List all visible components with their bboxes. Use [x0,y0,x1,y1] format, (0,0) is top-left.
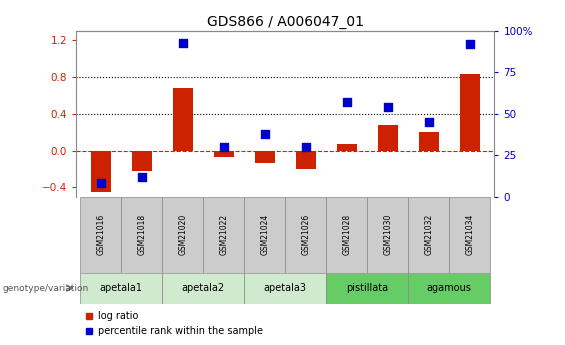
Bar [327,197,367,273]
Point [137,174,146,179]
Text: GSM21028: GSM21028 [342,214,351,255]
Bar [132,151,152,171]
Point [260,131,270,137]
Text: GSM21024: GSM21024 [260,214,270,255]
Bar [377,125,398,151]
Bar [295,151,316,169]
Bar [90,151,111,192]
Text: GSM21018: GSM21018 [137,214,146,255]
Bar [244,273,327,304]
Text: GSM21026: GSM21026 [301,214,310,255]
Bar [408,273,490,304]
Bar [408,197,449,273]
Point [465,41,474,47]
Bar [162,273,244,304]
Point [342,99,351,105]
Bar [214,151,234,157]
Text: apetala2: apetala2 [182,283,225,293]
Point [424,119,433,125]
Bar [80,273,162,304]
Text: apetala1: apetala1 [100,283,143,293]
Text: GSM21030: GSM21030 [383,214,392,255]
Title: GDS866 / A006047_01: GDS866 / A006047_01 [207,14,364,29]
Point [97,181,106,186]
Bar [419,132,439,151]
Text: genotype/variation: genotype/variation [3,284,89,293]
Text: GSM21016: GSM21016 [97,214,105,255]
Bar [121,197,162,273]
Text: apetala3: apetala3 [264,283,307,293]
Text: GSM21020: GSM21020 [179,214,188,255]
Text: GSM21032: GSM21032 [424,214,433,255]
Bar [337,144,357,151]
Bar [285,197,327,273]
Bar [244,197,285,273]
Bar [327,273,408,304]
Point [383,105,392,110]
Bar [162,197,203,273]
Point [301,144,310,150]
Point [179,40,188,46]
Bar [172,88,193,151]
Bar [449,197,490,273]
Text: agamous: agamous [427,283,472,293]
Text: GSM21034: GSM21034 [466,214,474,255]
Text: pistillata: pistillata [346,283,388,293]
Bar [203,197,244,273]
Point [219,144,228,150]
Text: GSM21022: GSM21022 [219,214,228,255]
Bar [459,74,480,151]
Bar [367,197,408,273]
Bar [80,197,121,273]
Legend: log ratio, percentile rank within the sample: log ratio, percentile rank within the sa… [81,307,267,340]
Bar [255,151,275,162]
